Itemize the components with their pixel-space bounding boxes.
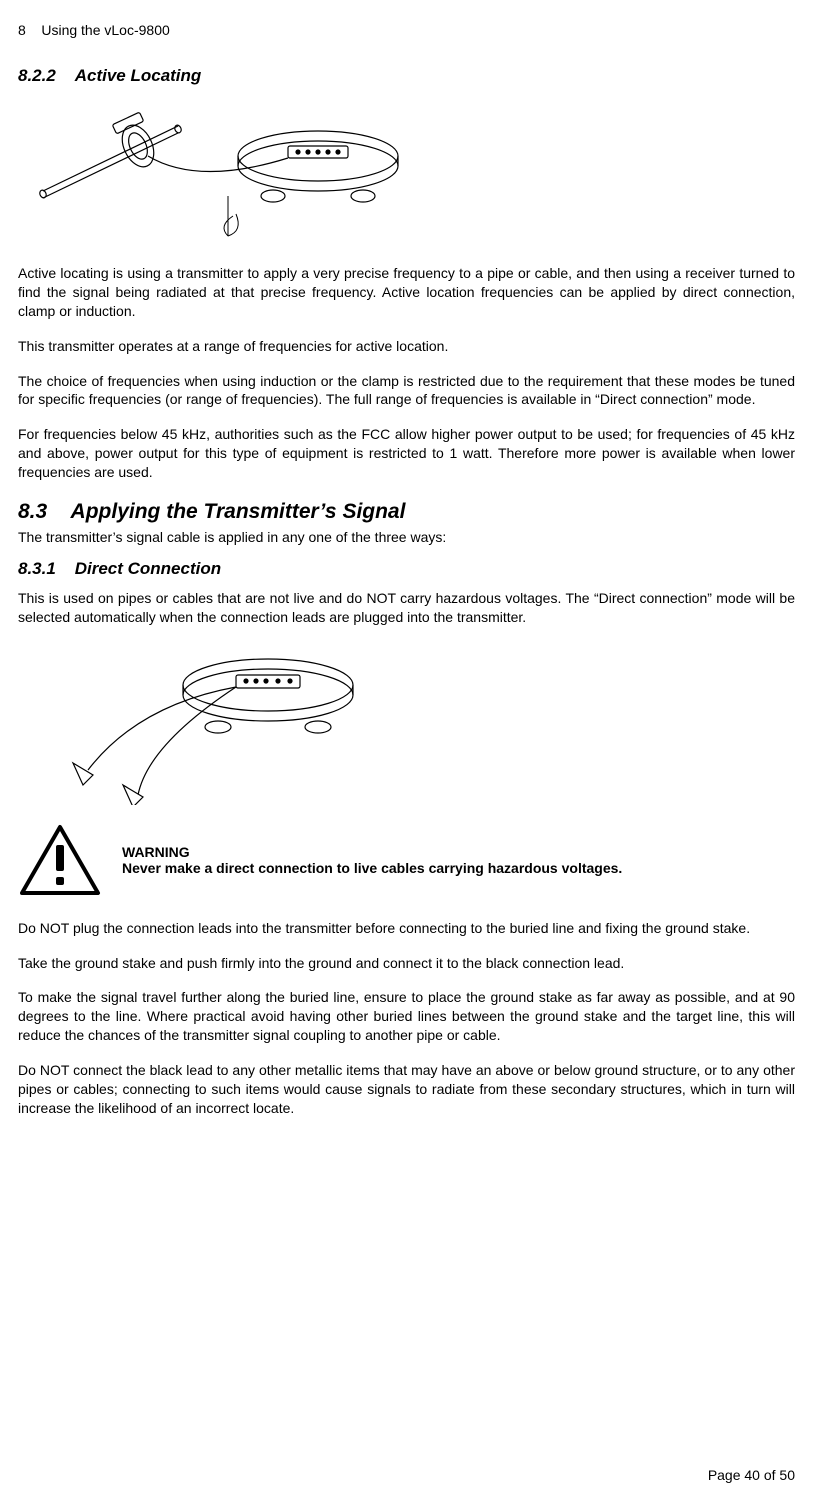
warning-heading: WARNING: [122, 844, 190, 860]
warning-block: WARNING Never make a direct connection t…: [18, 823, 795, 897]
heading-8-3-number: 8.3: [18, 500, 47, 523]
paragraph-10: Do NOT connect the black lead to any oth…: [18, 1061, 795, 1118]
page-footer: Page 40 of 50: [708, 1467, 795, 1483]
heading-8-2-2-number: 8.2.2: [18, 66, 56, 85]
transmitter-clamp-diagram-icon: [18, 96, 418, 246]
heading-8-3-title: Applying the Transmitter’s Signal: [71, 500, 406, 523]
heading-8-3-1-title: Direct Connection: [75, 559, 221, 578]
page-number-label: Page 40 of 50: [708, 1467, 795, 1483]
figure-active-locating: [18, 96, 795, 246]
heading-8-3-1: 8.3.1 Direct Connection: [18, 559, 795, 579]
paragraph-3: The choice of frequencies when using ind…: [18, 372, 795, 410]
page-header: 8 Using the vLoc-9800: [18, 22, 795, 38]
warning-text: WARNING Never make a direct connection t…: [122, 844, 622, 876]
paragraph-6: This is used on pipes or cables that are…: [18, 589, 795, 627]
warning-body: Never make a direct connection to live c…: [122, 860, 622, 876]
figure-direct-connection: [18, 635, 795, 805]
heading-8-3-1-number: 8.3.1: [18, 559, 56, 578]
chapter-number: 8: [18, 22, 26, 38]
heading-8-2-2-title: Active Locating: [75, 66, 202, 85]
paragraph-8: Take the ground stake and push firmly in…: [18, 954, 795, 973]
paragraph-5: The transmitter’s signal cable is applie…: [18, 528, 795, 547]
chapter-title: Using the vLoc-9800: [41, 22, 169, 38]
paragraph-1: Active locating is using a transmitter t…: [18, 264, 795, 321]
paragraph-4: For frequencies below 45 kHz, authoritie…: [18, 425, 795, 482]
heading-8-3: 8.3 Applying the Transmitter’s Signal: [18, 500, 795, 524]
heading-8-2-2: 8.2.2 Active Locating: [18, 66, 795, 86]
paragraph-9: To make the signal travel further along …: [18, 988, 795, 1045]
paragraph-7: Do NOT plug the connection leads into th…: [18, 919, 795, 938]
paragraph-2: This transmitter operates at a range of …: [18, 337, 795, 356]
warning-triangle-icon: [18, 823, 102, 897]
transmitter-direct-diagram-icon: [18, 635, 378, 805]
